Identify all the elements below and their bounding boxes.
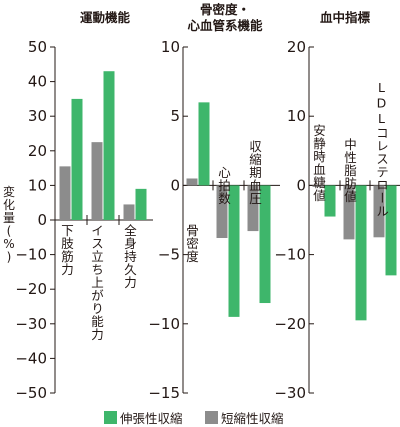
y-tick-label: 0 bbox=[37, 211, 47, 229]
y-axis-label-char: 変 bbox=[2, 185, 15, 199]
legend-swatch-concentric bbox=[205, 410, 218, 424]
bar-concentric bbox=[343, 185, 355, 240]
bar-eccentric bbox=[103, 71, 115, 220]
bar-eccentric bbox=[71, 98, 83, 220]
y-tick-label: 0 bbox=[170, 176, 180, 194]
legend: 伸張性収縮 短縮性収縮 bbox=[0, 408, 400, 426]
legend-item-concentric: 短縮性収縮 bbox=[205, 408, 284, 426]
legend-label-concentric: 短縮性収縮 bbox=[221, 410, 284, 426]
y-tick-label: −30 bbox=[274, 384, 306, 402]
y-tick-label: 20 bbox=[28, 142, 47, 160]
category-label-fasting-glucose: 安静時血糖値 bbox=[311, 124, 326, 202]
y-tick-label: −10 bbox=[274, 246, 306, 264]
bar-concentric bbox=[186, 178, 198, 186]
y-tick-label: 10 bbox=[287, 107, 306, 125]
y-tick-label: −30 bbox=[15, 315, 47, 333]
y-tick-label: 20 bbox=[287, 38, 306, 56]
panel-title-bone-cardio-line1: 骨密度・ bbox=[199, 2, 250, 17]
bar-eccentric bbox=[135, 188, 147, 220]
panel-title-motor-function: 運動機能 bbox=[79, 10, 130, 25]
y-axis-label-char: % bbox=[3, 237, 15, 251]
y-tick-label: −10 bbox=[15, 246, 47, 264]
y-tick-label: −5 bbox=[158, 246, 180, 264]
y-tick-label: 10 bbox=[28, 176, 47, 194]
y-axis-label-char: 化 bbox=[2, 198, 15, 212]
y-tick-label: −20 bbox=[274, 315, 306, 333]
y-axis-label: 変 化 量 ( % ) bbox=[2, 186, 16, 264]
category-label-chair-stand: イス立ち上がり能力 bbox=[89, 224, 104, 341]
y-tick-label: −20 bbox=[15, 280, 47, 298]
panel-title-bone-cardio: 骨密度・ 心血管系機能 bbox=[160, 2, 290, 34]
bar-concentric bbox=[247, 185, 259, 232]
category-label-systolic-bp: 収縮期血圧 bbox=[247, 140, 262, 205]
y-tick-label: 5 bbox=[170, 107, 180, 125]
y-axis-label-char: 量 bbox=[2, 211, 15, 225]
category-label-triglycerides: 中性脂肪値 bbox=[342, 138, 357, 203]
bar-eccentric bbox=[355, 185, 367, 321]
bar-concentric bbox=[216, 185, 228, 238]
category-label-endurance: 全身持久力 bbox=[122, 224, 137, 289]
bar-eccentric bbox=[228, 185, 240, 317]
y-axis-label-char: ) bbox=[6, 250, 12, 264]
bar-concentric bbox=[59, 166, 71, 220]
bar-concentric bbox=[91, 142, 103, 220]
category-label-leg-strength: 下肢筋力 bbox=[59, 224, 74, 276]
legend-swatch-eccentric bbox=[104, 410, 117, 424]
bar-concentric bbox=[312, 185, 324, 187]
bar-eccentric bbox=[198, 102, 210, 186]
category-label-bone-density: 骨密度 bbox=[184, 224, 199, 263]
y-tick-label: −40 bbox=[15, 349, 47, 367]
category-label-heart-rate: 心拍数 bbox=[216, 166, 231, 205]
y-tick-label: −15 bbox=[148, 384, 180, 402]
bar-eccentric bbox=[324, 185, 336, 217]
y-tick-label: 30 bbox=[28, 107, 47, 125]
y-axis-label-char: ( bbox=[6, 224, 12, 238]
y-tick-label: 10 bbox=[161, 38, 180, 56]
bar-eccentric bbox=[385, 185, 397, 276]
bar-eccentric bbox=[259, 185, 271, 304]
bar-concentric bbox=[373, 185, 385, 238]
panel-title-bone-cardio-line2: 心血管系機能 bbox=[187, 18, 263, 33]
y-tick-label: 0 bbox=[296, 176, 306, 194]
y-tick-label: −10 bbox=[148, 315, 180, 333]
panel-title-blood-markers: 血中指標 bbox=[319, 10, 370, 25]
category-label-ldl: LDLコレステロール bbox=[374, 80, 389, 218]
legend-label-eccentric: 伸張性収縮 bbox=[120, 410, 183, 426]
y-tick-label: −50 bbox=[15, 384, 47, 402]
legend-item-eccentric: 伸張性収縮 bbox=[104, 408, 183, 426]
bar-concentric bbox=[123, 204, 135, 220]
y-tick-label: 40 bbox=[28, 73, 47, 91]
y-tick-label: 50 bbox=[28, 38, 47, 56]
